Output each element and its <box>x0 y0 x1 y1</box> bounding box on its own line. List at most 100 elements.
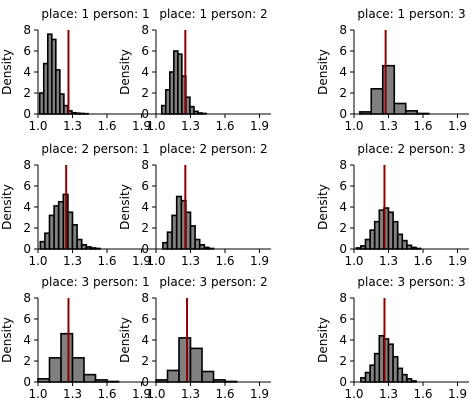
y-tick-label: 4 <box>23 333 31 347</box>
histogram-bar <box>166 369 180 383</box>
x-tick-label: 1.6 <box>97 119 116 133</box>
y-tick-label: 8 <box>339 23 347 37</box>
y-tick-label: 4 <box>141 333 149 347</box>
y-tick-label: 6 <box>23 44 31 58</box>
y-tick-label: 4 <box>141 65 149 79</box>
x-tick-label: 1.9 <box>448 119 467 133</box>
histogram-bar <box>201 370 215 383</box>
y-tick-label: 2 <box>23 354 31 368</box>
x-tick-label: 1.0 <box>146 387 165 401</box>
panel-title: place: 1 person: 3 <box>357 7 465 21</box>
panel-title: place: 1 person: 1 <box>41 7 149 21</box>
y-tick-label: 6 <box>23 179 31 193</box>
x-tick-label: 1.9 <box>132 119 151 133</box>
x-tick-label: 1.9 <box>250 387 269 401</box>
y-tick-label: 0 <box>23 375 31 389</box>
x-tick-label: 1.6 <box>215 387 234 401</box>
x-tick-label: 1.3 <box>379 254 398 268</box>
y-tick-label: 4 <box>339 333 347 347</box>
y-axis-label: Density <box>118 49 132 95</box>
x-tick-label: 1.9 <box>448 387 467 401</box>
y-tick-label: 6 <box>141 44 149 58</box>
x-tick-label: 1.3 <box>63 119 82 133</box>
x-tick-label: 1.0 <box>344 387 363 401</box>
panel-title: place: 3 person: 1 <box>41 275 149 289</box>
histogram-bar <box>60 332 74 383</box>
y-tick-label: 0 <box>339 375 347 389</box>
panel-title: place: 3 person: 3 <box>357 275 465 289</box>
x-tick-label: 1.9 <box>132 387 151 401</box>
y-tick-label: 6 <box>339 44 347 58</box>
y-tick-label: 4 <box>23 65 31 79</box>
y-axis-label: Density <box>118 317 132 363</box>
x-tick-label: 1.0 <box>146 254 165 268</box>
histogram-bar <box>48 357 62 383</box>
histogram-bar <box>178 337 192 383</box>
x-tick-label: 1.3 <box>181 254 200 268</box>
y-tick-label: 2 <box>23 86 31 100</box>
x-tick-label: 1.3 <box>63 387 82 401</box>
y-tick-label: 8 <box>23 291 31 305</box>
y-tick-label: 8 <box>339 291 347 305</box>
y-tick-label: 6 <box>141 312 149 326</box>
x-tick-label: 1.0 <box>28 119 47 133</box>
y-tick-label: 8 <box>141 158 149 172</box>
histogram-bar <box>393 102 407 115</box>
panel-title: place: 3 person: 2 <box>159 275 267 289</box>
y-tick-label: 8 <box>141 291 149 305</box>
y-tick-label: 0 <box>23 242 31 256</box>
x-tick-label: 1.6 <box>413 119 432 133</box>
y-axis-label: Density <box>316 184 330 230</box>
y-tick-label: 4 <box>141 200 149 214</box>
x-tick-label: 1.6 <box>97 254 116 268</box>
y-axis-label: Density <box>316 49 330 95</box>
y-tick-label: 2 <box>339 86 347 100</box>
x-tick-label: 1.6 <box>215 254 234 268</box>
x-tick-label: 1.3 <box>379 119 398 133</box>
x-tick-label: 1.6 <box>413 387 432 401</box>
histogram-bar <box>370 88 384 115</box>
histogram-bar <box>189 347 203 383</box>
y-tick-label: 8 <box>23 23 31 37</box>
x-tick-label: 1.6 <box>215 119 234 133</box>
y-tick-label: 2 <box>23 221 31 235</box>
x-tick-label: 1.3 <box>63 254 82 268</box>
y-tick-label: 0 <box>141 375 149 389</box>
x-tick-label: 1.9 <box>448 254 467 268</box>
x-tick-label: 1.3 <box>181 119 200 133</box>
y-tick-label: 6 <box>23 312 31 326</box>
y-tick-label: 6 <box>339 179 347 193</box>
x-tick-label: 1.6 <box>97 387 116 401</box>
x-tick-label: 1.0 <box>28 254 47 268</box>
x-tick-label: 1.6 <box>413 254 432 268</box>
y-axis-label: Density <box>118 184 132 230</box>
y-tick-label: 8 <box>23 158 31 172</box>
y-axis-label: Density <box>0 184 14 230</box>
y-tick-label: 0 <box>23 107 31 121</box>
y-axis-label: Density <box>316 317 330 363</box>
x-tick-label: 1.9 <box>250 254 269 268</box>
x-tick-label: 1.0 <box>344 119 363 133</box>
panel-title: place: 1 person: 2 <box>159 7 267 21</box>
x-tick-label: 1.3 <box>379 387 398 401</box>
y-tick-label: 4 <box>23 200 31 214</box>
x-tick-label: 1.0 <box>146 119 165 133</box>
panel-title: place: 2 person: 1 <box>41 142 149 156</box>
y-tick-label: 2 <box>141 354 149 368</box>
panel-title: place: 2 person: 2 <box>159 142 267 156</box>
panel-title: place: 2 person: 3 <box>357 142 465 156</box>
y-tick-label: 0 <box>339 242 347 256</box>
y-tick-label: 0 <box>339 107 347 121</box>
y-tick-label: 2 <box>339 354 347 368</box>
y-tick-label: 4 <box>339 65 347 79</box>
y-tick-label: 0 <box>141 107 149 121</box>
y-tick-label: 2 <box>141 221 149 235</box>
x-tick-label: 1.0 <box>28 387 47 401</box>
y-tick-label: 2 <box>141 86 149 100</box>
y-tick-label: 6 <box>141 179 149 193</box>
y-tick-label: 8 <box>339 158 347 172</box>
y-tick-label: 8 <box>141 23 149 37</box>
y-tick-label: 6 <box>339 312 347 326</box>
histogram-bar <box>83 373 97 383</box>
